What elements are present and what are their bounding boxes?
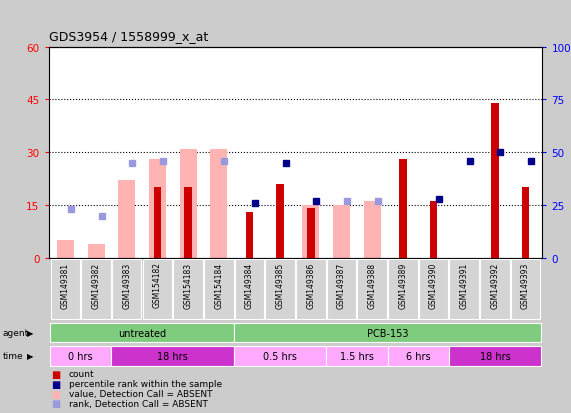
Text: untreated: untreated [118,328,166,338]
FancyBboxPatch shape [511,259,540,319]
Text: ■: ■ [51,399,61,408]
FancyBboxPatch shape [234,323,541,342]
FancyBboxPatch shape [50,323,234,342]
FancyBboxPatch shape [326,347,388,366]
FancyBboxPatch shape [174,259,203,319]
FancyBboxPatch shape [81,259,111,319]
Text: GSM149382: GSM149382 [91,262,100,308]
Bar [307,209,315,258]
Text: GSM149386: GSM149386 [306,262,315,308]
Bar [246,212,254,258]
Text: value, Detection Call = ABSENT: value, Detection Call = ABSENT [69,389,212,398]
Text: 0.5 hrs: 0.5 hrs [263,351,297,361]
FancyBboxPatch shape [449,259,479,319]
Text: 1.5 hrs: 1.5 hrs [340,351,374,361]
FancyBboxPatch shape [480,259,510,319]
FancyBboxPatch shape [50,347,111,366]
Text: GSM149392: GSM149392 [490,262,500,308]
Text: GSM149383: GSM149383 [122,262,131,308]
Bar [57,240,74,258]
Text: GSM149385: GSM149385 [276,262,285,308]
FancyBboxPatch shape [143,259,172,319]
Text: rank, Detection Call = ABSENT: rank, Detection Call = ABSENT [69,399,207,408]
Text: GSM149390: GSM149390 [429,262,438,308]
FancyBboxPatch shape [357,259,387,319]
Text: ■: ■ [51,379,61,389]
FancyBboxPatch shape [327,259,356,319]
Bar [522,188,529,258]
Bar [303,206,319,258]
Bar [149,160,166,258]
Text: GDS3954 / 1558999_x_at: GDS3954 / 1558999_x_at [49,31,208,43]
FancyBboxPatch shape [235,259,264,319]
FancyBboxPatch shape [266,259,295,319]
Text: GSM149384: GSM149384 [245,262,254,308]
Bar [399,160,407,258]
FancyBboxPatch shape [449,347,541,366]
Text: GSM149388: GSM149388 [368,262,377,308]
Text: GSM149393: GSM149393 [521,262,530,308]
Text: 0 hrs: 0 hrs [69,351,93,361]
Text: GSM154183: GSM154183 [184,262,192,308]
Bar [180,150,196,258]
Text: ▶: ▶ [27,328,34,337]
Text: ▶: ▶ [27,351,34,361]
Bar [491,104,498,258]
Text: ■: ■ [51,389,61,399]
Text: GSM154182: GSM154182 [153,262,162,308]
Text: 18 hrs: 18 hrs [158,351,188,361]
Bar [154,188,161,258]
Text: agent: agent [3,328,29,337]
Text: GSM149381: GSM149381 [61,262,70,308]
FancyBboxPatch shape [111,347,234,366]
Text: percentile rank within the sample: percentile rank within the sample [69,379,222,388]
Bar [88,244,104,258]
Bar [184,188,192,258]
FancyBboxPatch shape [234,347,326,366]
Text: GSM149391: GSM149391 [460,262,469,308]
Text: GSM154184: GSM154184 [214,262,223,308]
FancyBboxPatch shape [388,259,417,319]
FancyBboxPatch shape [296,259,325,319]
Text: ■: ■ [51,369,61,379]
FancyBboxPatch shape [419,259,448,319]
FancyBboxPatch shape [204,259,234,319]
Text: GSM149389: GSM149389 [399,262,407,308]
FancyBboxPatch shape [388,347,449,366]
FancyBboxPatch shape [51,259,80,319]
Text: count: count [69,369,94,378]
Text: 6 hrs: 6 hrs [406,351,431,361]
Bar [430,202,437,258]
Bar [333,206,350,258]
Bar [276,184,284,258]
Bar [364,202,381,258]
FancyBboxPatch shape [112,259,142,319]
Text: 18 hrs: 18 hrs [480,351,510,361]
Text: GSM149387: GSM149387 [337,262,346,308]
Bar [210,150,227,258]
Bar [118,181,135,258]
Text: time: time [3,351,23,361]
Text: PCB-153: PCB-153 [367,328,408,338]
